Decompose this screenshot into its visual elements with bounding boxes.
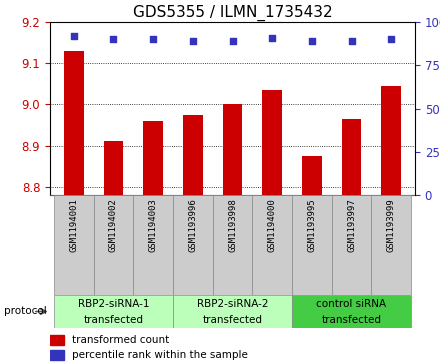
Bar — [381, 86, 401, 195]
Text: GSM1193999: GSM1193999 — [387, 198, 396, 252]
Bar — [213, 195, 252, 295]
Bar — [64, 51, 84, 195]
Text: transfected: transfected — [84, 315, 143, 325]
Bar — [341, 119, 361, 195]
Point — [70, 33, 77, 39]
Text: GSM1194002: GSM1194002 — [109, 198, 118, 252]
Point — [150, 36, 157, 42]
Text: GSM1193998: GSM1193998 — [228, 198, 237, 252]
Text: GSM1193995: GSM1193995 — [308, 198, 316, 252]
Bar — [50, 335, 64, 345]
Text: transfected: transfected — [202, 315, 263, 325]
Bar — [143, 121, 163, 195]
Point — [308, 38, 315, 44]
Point — [348, 38, 355, 44]
Text: transformed count: transformed count — [72, 335, 169, 345]
Bar — [223, 105, 242, 195]
Bar — [302, 156, 322, 195]
Text: GSM1194001: GSM1194001 — [70, 198, 78, 252]
Text: protocol: protocol — [4, 306, 47, 317]
Point — [269, 34, 276, 40]
Bar — [54, 295, 173, 328]
Point — [189, 38, 196, 44]
Bar — [252, 195, 292, 295]
Text: control siRNA: control siRNA — [316, 299, 387, 309]
Text: GSM1193997: GSM1193997 — [347, 198, 356, 252]
Bar — [94, 195, 133, 295]
Point — [388, 36, 395, 42]
Text: percentile rank within the sample: percentile rank within the sample — [72, 350, 248, 360]
Bar — [173, 195, 213, 295]
Bar — [292, 295, 411, 328]
Text: transfected: transfected — [322, 315, 381, 325]
Bar — [133, 195, 173, 295]
Bar — [54, 195, 94, 295]
Text: RBP2-siRNA-1: RBP2-siRNA-1 — [78, 299, 149, 309]
Bar — [332, 195, 371, 295]
Bar — [371, 195, 411, 295]
Bar — [103, 142, 123, 195]
Point — [110, 36, 117, 42]
Text: GSM1193996: GSM1193996 — [188, 198, 197, 252]
Text: GSM1194000: GSM1194000 — [268, 198, 277, 252]
Bar — [50, 350, 64, 360]
Bar — [292, 195, 332, 295]
Text: RBP2-siRNA-2: RBP2-siRNA-2 — [197, 299, 268, 309]
Bar — [262, 90, 282, 195]
Bar — [183, 115, 203, 195]
Point — [229, 38, 236, 44]
Bar — [173, 295, 292, 328]
Text: GSM1194003: GSM1194003 — [149, 198, 158, 252]
Title: GDS5355 / ILMN_1735432: GDS5355 / ILMN_1735432 — [133, 4, 332, 21]
